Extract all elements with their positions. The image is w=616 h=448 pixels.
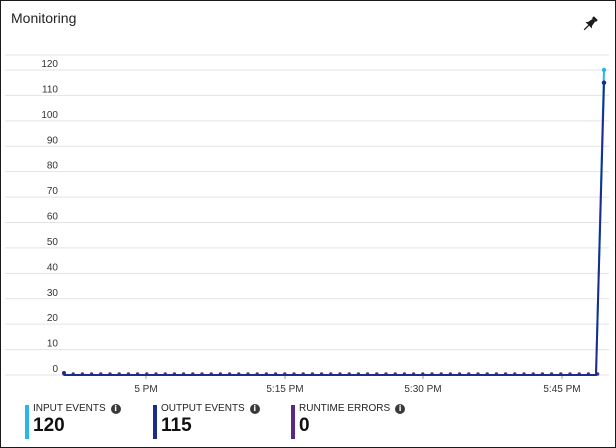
- y-tick-label: 20: [47, 313, 59, 324]
- x-tick-label: 5:45 PM: [543, 384, 580, 395]
- y-tick-label: 110: [42, 84, 58, 95]
- output-events-first-point: [62, 371, 66, 375]
- info-icon[interactable]: i: [249, 404, 260, 414]
- monitoring-chart: 0 10 20 30 40 50 60 70 80 90 100 110 120 5 PM 5:15 PM 5…: [5, 54, 609, 395]
- legend-runtime-errors[interactable]: RUNTIME ERRORS i 0: [291, 403, 406, 441]
- y-tick-label: 90: [47, 135, 59, 146]
- x-tick-label: 5:15 PM: [266, 384, 303, 395]
- legend-value: 120: [33, 415, 65, 436]
- y-tick-label: 100: [41, 110, 58, 121]
- y-tick-label: 80: [47, 161, 59, 172]
- legend-color-bar: [25, 405, 29, 439]
- info-icon[interactable]: i: [395, 404, 406, 414]
- output-events-line: [64, 82, 605, 376]
- y-tick-label: 30: [47, 288, 59, 299]
- output-events-last-point: [601, 80, 607, 85]
- panel-title: Monitoring: [11, 10, 77, 26]
- pin-icon[interactable]: [579, 13, 601, 35]
- y-tick-label: 120: [41, 59, 58, 70]
- legend-color-bar: [291, 405, 295, 439]
- y-tick-label: 60: [47, 212, 59, 223]
- y-tick-label: 50: [47, 237, 59, 248]
- legend-value: 115: [161, 415, 192, 436]
- legend-value: 0: [299, 415, 310, 436]
- y-tick-label: 70: [47, 186, 59, 197]
- x-tick-label: 5 PM: [134, 384, 157, 395]
- y-tick-label: 40: [47, 262, 59, 273]
- legend-output-events[interactable]: OUTPUT EVENTS i 115: [153, 403, 260, 441]
- legend-label: OUTPUT EVENTS: [161, 403, 245, 414]
- legend-input-events[interactable]: INPUT EVENTS i 120: [25, 403, 121, 441]
- y-tick-label: 10: [47, 339, 59, 350]
- input-events-last-point: [601, 67, 607, 73]
- x-tick-label: 5:30 PM: [404, 384, 441, 395]
- info-icon[interactable]: i: [110, 404, 121, 414]
- y-tick-label: 0: [52, 364, 58, 375]
- legend-label: INPUT EVENTS: [33, 403, 106, 414]
- legend-color-bar: [153, 405, 157, 439]
- legend-label: RUNTIME ERRORS: [299, 403, 391, 414]
